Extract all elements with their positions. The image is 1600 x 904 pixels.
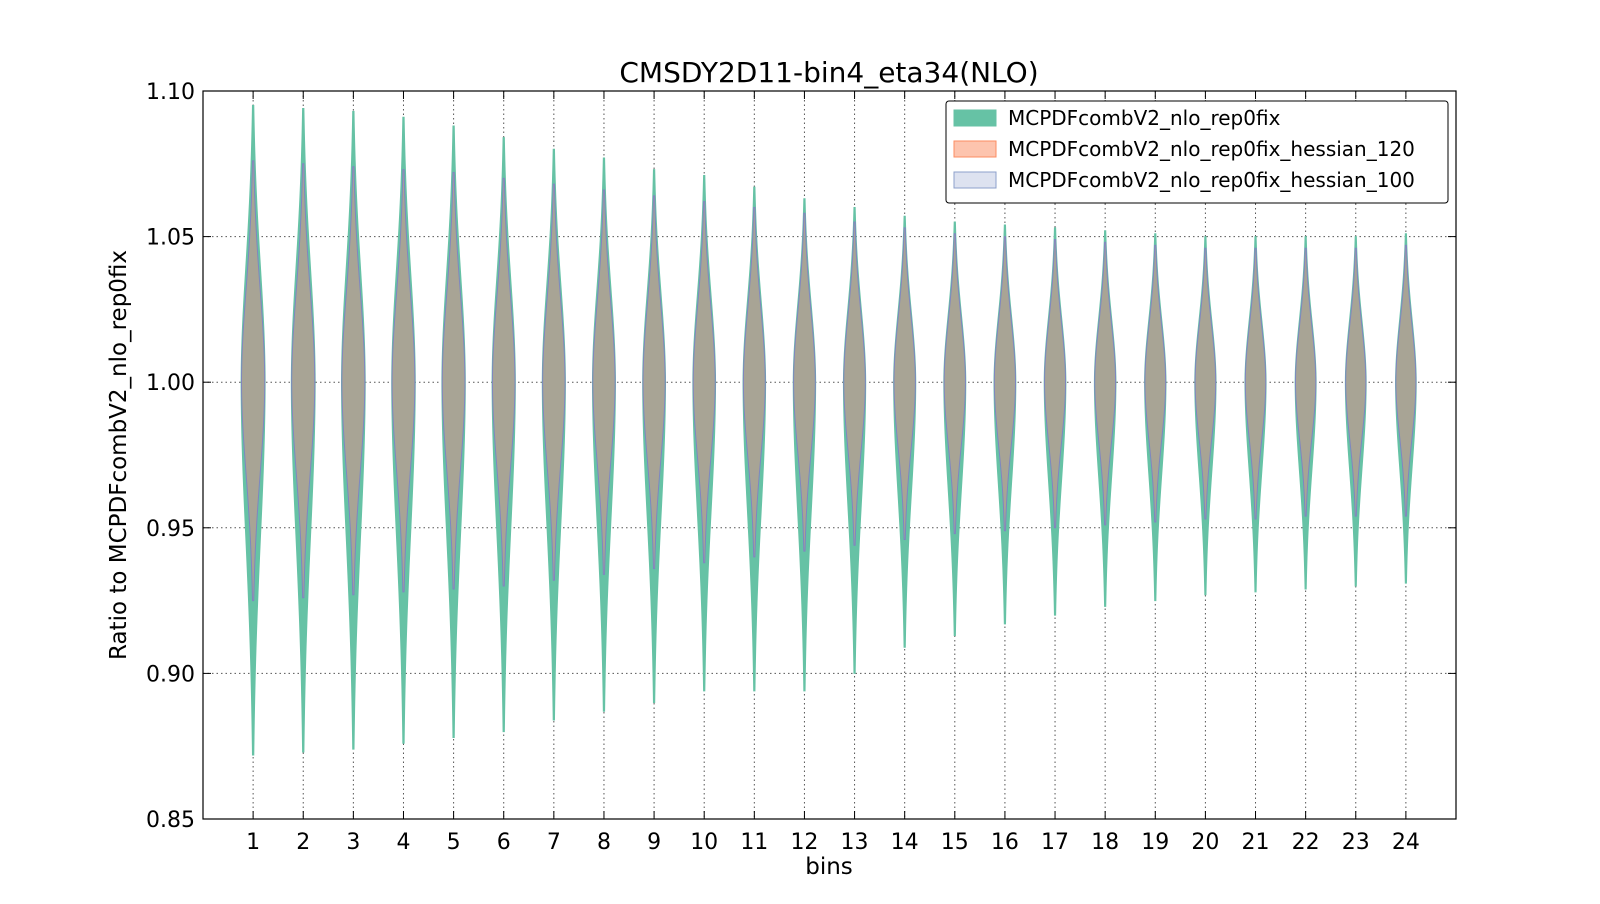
violin-hessian-100: [793, 212, 816, 552]
x-tick-label: 17: [1041, 830, 1069, 855]
x-tick-label: 14: [891, 830, 919, 855]
x-axis-label: bins: [805, 854, 853, 880]
violin-hessian-100: [1345, 247, 1367, 517]
x-tick-label: 11: [740, 830, 768, 855]
x-tick-label: 2: [296, 830, 310, 855]
x-tick-label: 23: [1342, 830, 1370, 855]
violin-hessian-100: [1094, 241, 1117, 526]
x-tick-label: 4: [396, 830, 410, 855]
legend: MCPDFcombV2_nlo_rep0fix MCPDFcombV2_nlo_r…: [945, 100, 1449, 204]
tick-layer: 0.850.900.951.001.051.101 2 3 4 5 6 7 8 9 10 11 12 1…: [146, 80, 1456, 855]
legend-swatch: [953, 109, 997, 127]
legend-swatch: [953, 140, 997, 158]
y-tick-label: 0.90: [146, 662, 195, 687]
violin-hessian-100: [441, 172, 466, 590]
x-tick-label: 18: [1091, 830, 1119, 855]
x-tick-label: 3: [346, 830, 360, 855]
x-tick-label: 1: [246, 830, 260, 855]
x-tick-label: 24: [1392, 830, 1420, 855]
violin-hessian-100: [1194, 247, 1217, 520]
x-tick-label: 9: [647, 830, 661, 855]
violin-layer: [240, 105, 1417, 756]
legend-box: [945, 100, 1449, 204]
x-tick-label: 7: [547, 830, 561, 855]
violin-hessian-100: [642, 195, 666, 570]
violin-hessian-100: [742, 206, 766, 558]
violin-hessian-100: [240, 160, 266, 602]
violin-hessian-100: [993, 236, 1017, 532]
x-tick-label: 15: [941, 830, 969, 855]
x-tick-label: 5: [447, 830, 461, 855]
violin-hessian-100: [1244, 247, 1267, 520]
violin-hessian-100: [893, 227, 916, 540]
x-tick-label: 21: [1242, 830, 1270, 855]
x-tick-label: 22: [1292, 830, 1320, 855]
violin-hessian-100: [491, 177, 516, 587]
violin-hessian-100: [592, 189, 616, 575]
y-tick-label: 0.85: [146, 808, 195, 833]
violin-hessian-100: [843, 221, 866, 546]
x-tick-label: 6: [497, 830, 511, 855]
x-tick-label: 19: [1141, 830, 1169, 855]
x-tick-label: 10: [690, 830, 718, 855]
violin-hessian-100: [943, 233, 966, 535]
violin-hessian-100: [692, 201, 716, 564]
legend-label: MCPDFcombV2_nlo_rep0fix_hessian_100: [1008, 168, 1415, 192]
y-tick-label: 0.95: [146, 517, 195, 542]
legend-label: MCPDFcombV2_nlo_rep0fix: [1008, 106, 1281, 130]
plot-frame: [202, 90, 1457, 820]
y-axis-label: Ratio to MCPDFcombV2_nlo_rep0fix: [106, 250, 132, 660]
x-tick-label: 12: [790, 830, 818, 855]
violin-hessian-100: [291, 163, 316, 599]
x-tick-label: 8: [597, 830, 611, 855]
y-tick-label: 1.10: [146, 80, 195, 105]
chart-title: CMSDY2D11-bin4_eta34(NLO): [619, 56, 1038, 89]
violin-hessian-100: [1294, 247, 1317, 517]
y-tick-label: 1.00: [146, 371, 195, 396]
violin-hessian-100: [1044, 239, 1067, 529]
violin-hessian-100: [1144, 244, 1167, 523]
legend-label: MCPDFcombV2_nlo_rep0fix_hessian_120: [1008, 137, 1415, 161]
violin-hessian-100: [391, 169, 416, 593]
legend-swatch: [953, 171, 997, 189]
violin-hessian-100: [1395, 244, 1417, 517]
violin-hessian-100: [542, 183, 566, 581]
x-tick-label: 16: [991, 830, 1019, 855]
violin-hessian-100: [341, 166, 366, 596]
x-tick-label: 13: [841, 830, 869, 855]
x-tick-label: 20: [1191, 830, 1219, 855]
y-tick-label: 1.05: [146, 226, 195, 251]
